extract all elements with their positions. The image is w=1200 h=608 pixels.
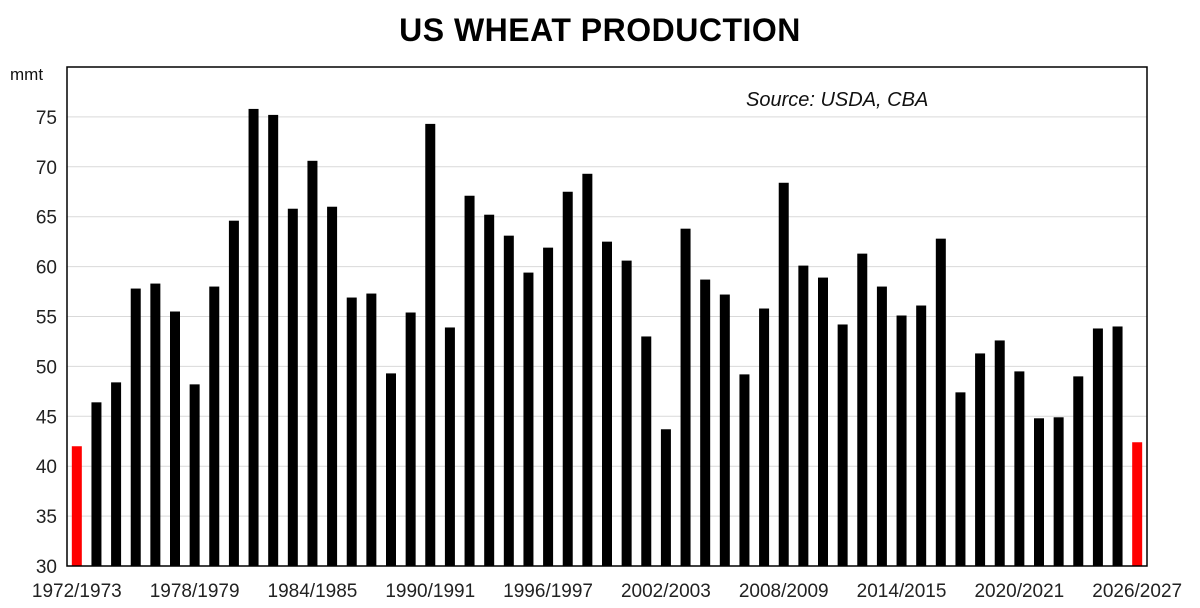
x-tick-label: 2002/2003 xyxy=(621,581,711,602)
bar-1988-1989 xyxy=(386,373,396,566)
bar-1992-1993 xyxy=(464,195,475,567)
source-annotation: Source: USDA, CBA xyxy=(746,89,928,111)
y-tick-label: 55 xyxy=(36,308,57,329)
bar-1981-1982 xyxy=(248,108,259,567)
bar-2011-2012 xyxy=(837,324,848,566)
bar-1997-1998 xyxy=(562,191,573,566)
bar-1973-1974 xyxy=(91,402,102,566)
bar-1980-1981 xyxy=(228,220,239,566)
bar-2023-2024 xyxy=(1073,376,1084,566)
bar-1986-1987 xyxy=(346,297,357,566)
x-tick-label: 2014/2015 xyxy=(857,581,947,602)
bar-1985-1986 xyxy=(327,206,338,566)
bar-2021-2022 xyxy=(1034,418,1044,566)
bar-1976-1977 xyxy=(150,283,161,566)
chart-title: US WHEAT PRODUCTION xyxy=(399,12,801,48)
bar-1995-1996 xyxy=(523,272,534,566)
y-tick-label: 40 xyxy=(36,457,57,478)
y-tick-label: 50 xyxy=(36,357,57,378)
bar-1989-1990 xyxy=(405,312,416,566)
bar-2018-2019 xyxy=(975,353,986,566)
bar-2016-2017 xyxy=(935,238,946,566)
bar-2008-2009 xyxy=(778,182,789,566)
x-tick-label: 1972/1973 xyxy=(32,581,122,602)
bar-1990-1991 xyxy=(425,123,436,566)
x-tick-label: 2026/2027 xyxy=(1092,581,1182,602)
bar-2005-2006 xyxy=(719,294,730,566)
bar-1978-1979 xyxy=(189,384,200,566)
bar-1984-1985 xyxy=(307,160,318,566)
y-axis-unit: mmt xyxy=(10,65,43,84)
bar-2024-2025 xyxy=(1092,328,1103,566)
bar-1998-1999 xyxy=(582,173,593,567)
plot-frame xyxy=(66,66,1148,567)
bars xyxy=(71,108,1143,567)
x-tick-label: 1978/1979 xyxy=(150,581,240,602)
bar-2007-2008 xyxy=(759,308,770,566)
bar-1974-1975 xyxy=(111,382,122,566)
x-axis-ticks: 1972/1973 1978/1979 1984/1985 1990/1991 1996… xyxy=(32,581,1182,602)
bar-2019-2020 xyxy=(994,340,1005,566)
bar-2002-2003 xyxy=(660,429,671,566)
x-tick-label: 1996/1997 xyxy=(503,581,593,602)
bar-2013-2014 xyxy=(876,286,887,566)
bar-1975-1976 xyxy=(130,288,141,566)
bar-2017-2018 xyxy=(955,392,966,566)
bar-1999-2000 xyxy=(602,241,612,566)
bar-1972-1973 xyxy=(71,446,82,566)
bar-2001-2002 xyxy=(641,336,652,566)
bar-2015-2016 xyxy=(916,305,927,566)
x-tick-label: 1984/1985 xyxy=(268,581,358,602)
bar-2025-2026 xyxy=(1112,326,1123,566)
y-tick-label: 65 xyxy=(36,208,57,229)
bar-2026-2027 xyxy=(1132,442,1143,566)
y-axis-ticks: 30 35 40 45 50 55 60 65 70 75 xyxy=(36,108,57,578)
y-tick-label: 75 xyxy=(36,108,57,129)
bar-2014-2015 xyxy=(896,315,907,566)
y-tick-label: 60 xyxy=(36,258,57,279)
bar-1983-1984 xyxy=(287,208,298,566)
x-tick-label: 2020/2021 xyxy=(974,581,1064,602)
bar-2022-2023 xyxy=(1053,417,1064,566)
y-tick-label: 70 xyxy=(36,158,57,179)
bar-1979-1980 xyxy=(209,286,220,566)
y-tick-label: 45 xyxy=(36,407,57,428)
bar-1994-1995 xyxy=(503,235,514,566)
bar-2003-2004 xyxy=(680,228,691,566)
bar-2006-2007 xyxy=(739,374,750,566)
bar-1996-1997 xyxy=(543,247,554,566)
bar-2010-2011 xyxy=(818,277,828,566)
bar-1977-1978 xyxy=(170,311,180,566)
bar-2012-2013 xyxy=(857,253,868,566)
bar-2009-2010 xyxy=(798,265,809,566)
bar-2020-2021 xyxy=(1014,371,1025,566)
y-tick-label: 35 xyxy=(36,507,57,528)
y-tick-label: 30 xyxy=(36,557,57,578)
bar-1991-1992 xyxy=(444,327,455,566)
bar-1993-1994 xyxy=(484,214,495,566)
x-tick-label: 1990/1991 xyxy=(385,581,475,602)
bar-1987-1988 xyxy=(366,293,377,566)
x-tick-label: 2008/2009 xyxy=(739,581,829,602)
bar-2004-2005 xyxy=(700,279,711,566)
bar-2000-2001 xyxy=(621,260,632,566)
bar-1982-1983 xyxy=(268,114,279,567)
